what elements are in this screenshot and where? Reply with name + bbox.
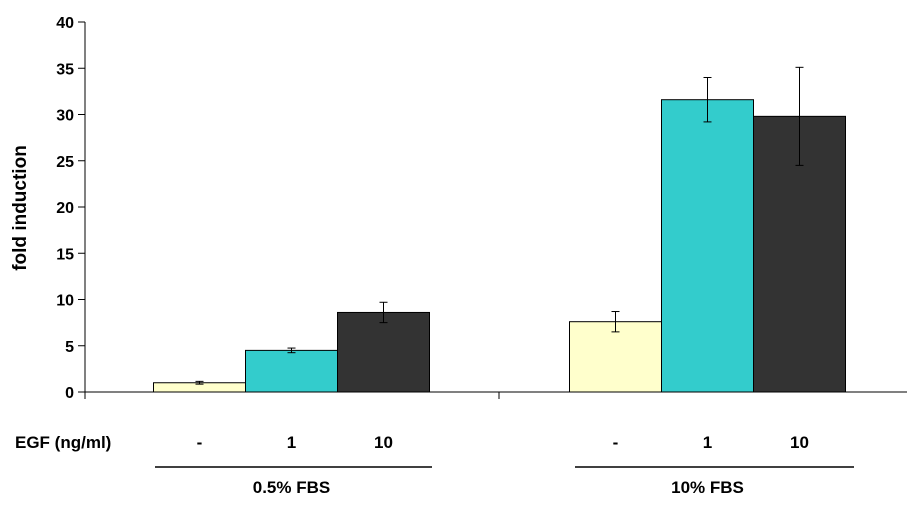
bars: [153, 66, 846, 393]
dose-label: 10: [374, 433, 393, 452]
bar: [245, 349, 338, 393]
y-tick-label: 20: [56, 200, 74, 217]
bar: [661, 99, 754, 393]
y-tick-label: 10: [56, 293, 74, 310]
y-tick-label: 0: [65, 385, 74, 402]
x-labels: - - 1 1 10 10 0.5% FBS 10% FBS: [155, 433, 854, 497]
group-label: 0.5% FBS: [253, 478, 330, 497]
y-tick-label: 35: [56, 61, 74, 78]
group-label: 10% FBS: [671, 478, 744, 497]
dose-label: -: [197, 433, 203, 452]
dose-label: 10: [790, 433, 809, 452]
axes: [84, 22, 907, 399]
y-tick-label: 25: [56, 154, 74, 171]
dose-label: 1: [287, 433, 296, 452]
dose-label: -: [613, 433, 619, 452]
bar: [337, 311, 430, 393]
y-tick-label: 5: [65, 339, 74, 356]
egf-row-label: EGF (ng/ml): [15, 433, 111, 452]
y-axis-label: fold induction: [10, 145, 31, 271]
y-tick-label: 30: [56, 108, 74, 125]
y-tick-label: 40: [56, 15, 74, 32]
y-tick-label: 15: [56, 246, 74, 263]
dose-label: 1: [703, 433, 712, 452]
y-axis-ticks: 0 5 10 15 20 25 30 35 40: [56, 15, 85, 402]
